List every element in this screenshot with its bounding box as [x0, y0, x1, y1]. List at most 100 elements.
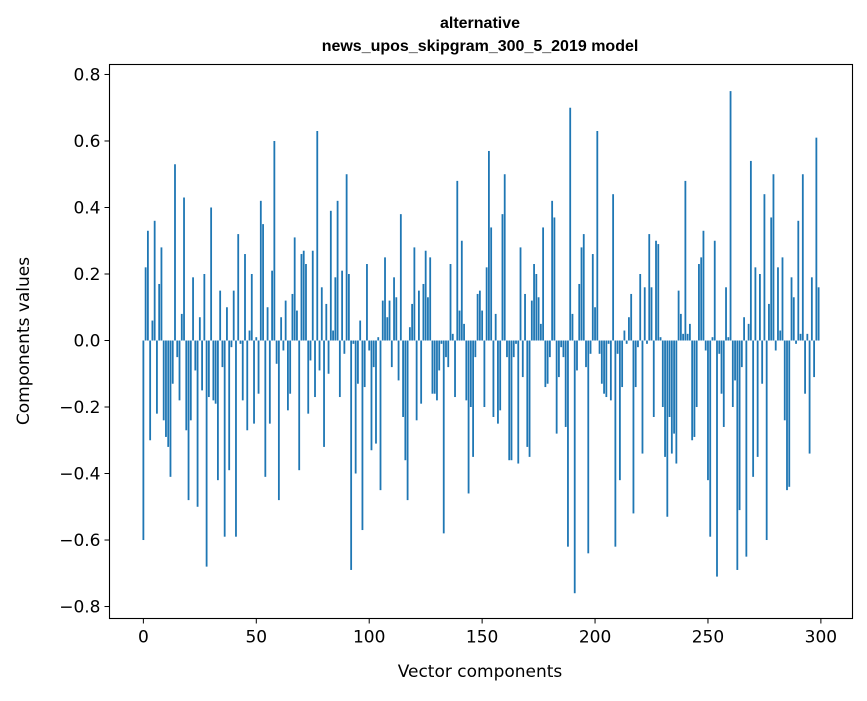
- bar-component-3: [149, 340, 152, 441]
- bar-component-127: [429, 257, 432, 341]
- y-tick-label: 0.4: [73, 198, 100, 218]
- x-tick-label: 300: [805, 628, 837, 648]
- y-tick-label: −0.8: [59, 598, 100, 618]
- bar-component-48: [250, 273, 253, 341]
- bar-component-129: [433, 340, 436, 394]
- bar-component-146: [472, 340, 474, 457]
- bar-component-9: [162, 340, 165, 421]
- bar-component-91: [347, 273, 350, 341]
- bar-component-151: [483, 340, 486, 408]
- bar-component-212: [621, 340, 624, 388]
- chart-title-line-2: news_upos_skipgram_300_5_2019 model: [322, 38, 639, 55]
- bar-component-167: [519, 247, 522, 341]
- axes-group: −0.8 −0.6 −0.4 −0.2 0.0 0.2 0.4 0.6 0.8 0 50 100 150…: [59, 65, 837, 647]
- bar-component-15: [176, 340, 179, 358]
- bar-component-283: [781, 257, 784, 341]
- bar-component-161: [506, 340, 508, 358]
- bar-component-197: [587, 340, 590, 554]
- bar-component-168: [521, 340, 524, 378]
- bar-component-140: [458, 310, 461, 341]
- bar-component-27: [203, 273, 206, 341]
- bar-component-271: [754, 267, 757, 341]
- bar-component-200: [594, 307, 596, 341]
- bar-component-275: [763, 194, 766, 341]
- bar-component-268: [747, 323, 750, 341]
- bar-component-1: [144, 267, 147, 341]
- bar-component-202: [598, 340, 601, 354]
- bar-component-279: [772, 174, 775, 341]
- bar-component-150: [481, 310, 484, 341]
- bar-component-295: [808, 340, 811, 454]
- bar-component-92: [350, 340, 353, 570]
- bar-component-214: [625, 340, 628, 344]
- bar-component-66: [291, 293, 294, 341]
- bar-component-123: [420, 340, 423, 404]
- bar-component-158: [499, 340, 502, 411]
- bar-component-81: [325, 303, 328, 341]
- bar-component-225: [650, 287, 653, 341]
- bar-component-276: [765, 340, 768, 541]
- bar-component-116: [404, 340, 407, 461]
- bar-component-105: [379, 340, 382, 491]
- bar-component-257: [722, 340, 725, 427]
- bar-component-267: [745, 340, 748, 557]
- bar-component-266: [743, 317, 746, 341]
- bar-component-145: [469, 340, 472, 408]
- bar-component-160: [503, 174, 506, 341]
- bar-component-208: [612, 194, 615, 341]
- bar-component-236: [675, 340, 678, 464]
- bar-component-230: [661, 340, 664, 408]
- bar-component-184: [558, 340, 560, 378]
- bar-component-7: [158, 283, 161, 341]
- bar-component-64: [287, 340, 289, 411]
- bar-component-29: [207, 340, 210, 398]
- bar-component-262: [734, 340, 736, 381]
- bar-component-293: [804, 340, 806, 394]
- bar-component-252: [711, 337, 714, 341]
- bar-component-226: [652, 340, 655, 417]
- bar-component-182: [553, 217, 556, 341]
- bar-component-131: [438, 340, 441, 371]
- bar-component-76: [314, 340, 316, 398]
- bar-component-186: [562, 340, 565, 358]
- bar-component-19: [185, 340, 188, 431]
- bar-component-111: [393, 277, 395, 341]
- bar-component-8: [160, 247, 163, 341]
- bar-component-194: [580, 247, 583, 341]
- bar-component-253: [713, 240, 716, 341]
- bar-component-239: [682, 333, 685, 341]
- bar-component-287: [790, 277, 793, 341]
- bar-component-163: [510, 340, 513, 461]
- bar-component-209: [614, 340, 617, 547]
- bar-component-134: [445, 340, 447, 358]
- bar-component-189: [569, 107, 572, 341]
- bar-component-177: [542, 227, 545, 341]
- bar-component-217: [632, 340, 635, 514]
- bar-component-37: [226, 307, 228, 341]
- bar-component-35: [221, 340, 224, 368]
- bar-component-138: [454, 340, 456, 398]
- bar-component-13: [171, 340, 174, 384]
- bar-component-164: [512, 340, 515, 358]
- bar-component-82: [327, 340, 330, 374]
- x-tick-label: 150: [466, 628, 498, 648]
- bar-component-21: [189, 340, 192, 421]
- bar-component-289: [795, 340, 797, 344]
- x-tick-label: 50: [245, 628, 267, 648]
- bar-component-78: [318, 340, 321, 371]
- bar-component-171: [528, 340, 531, 457]
- bar-component-180: [548, 340, 551, 358]
- bar-component-216: [630, 293, 633, 341]
- bar-component-292: [801, 174, 804, 341]
- bar-component-258: [725, 287, 727, 341]
- bar-component-178: [544, 340, 547, 388]
- bar-component-218: [634, 340, 637, 388]
- bar-component-65: [289, 340, 292, 394]
- bar-component-231: [664, 340, 666, 457]
- bar-component-265: [740, 340, 743, 368]
- bar-component-106: [381, 300, 384, 341]
- bar-component-135: [447, 340, 450, 368]
- bar-component-290: [797, 220, 800, 341]
- bar-component-198: [589, 340, 592, 354]
- y-tick-label: −0.4: [59, 465, 100, 485]
